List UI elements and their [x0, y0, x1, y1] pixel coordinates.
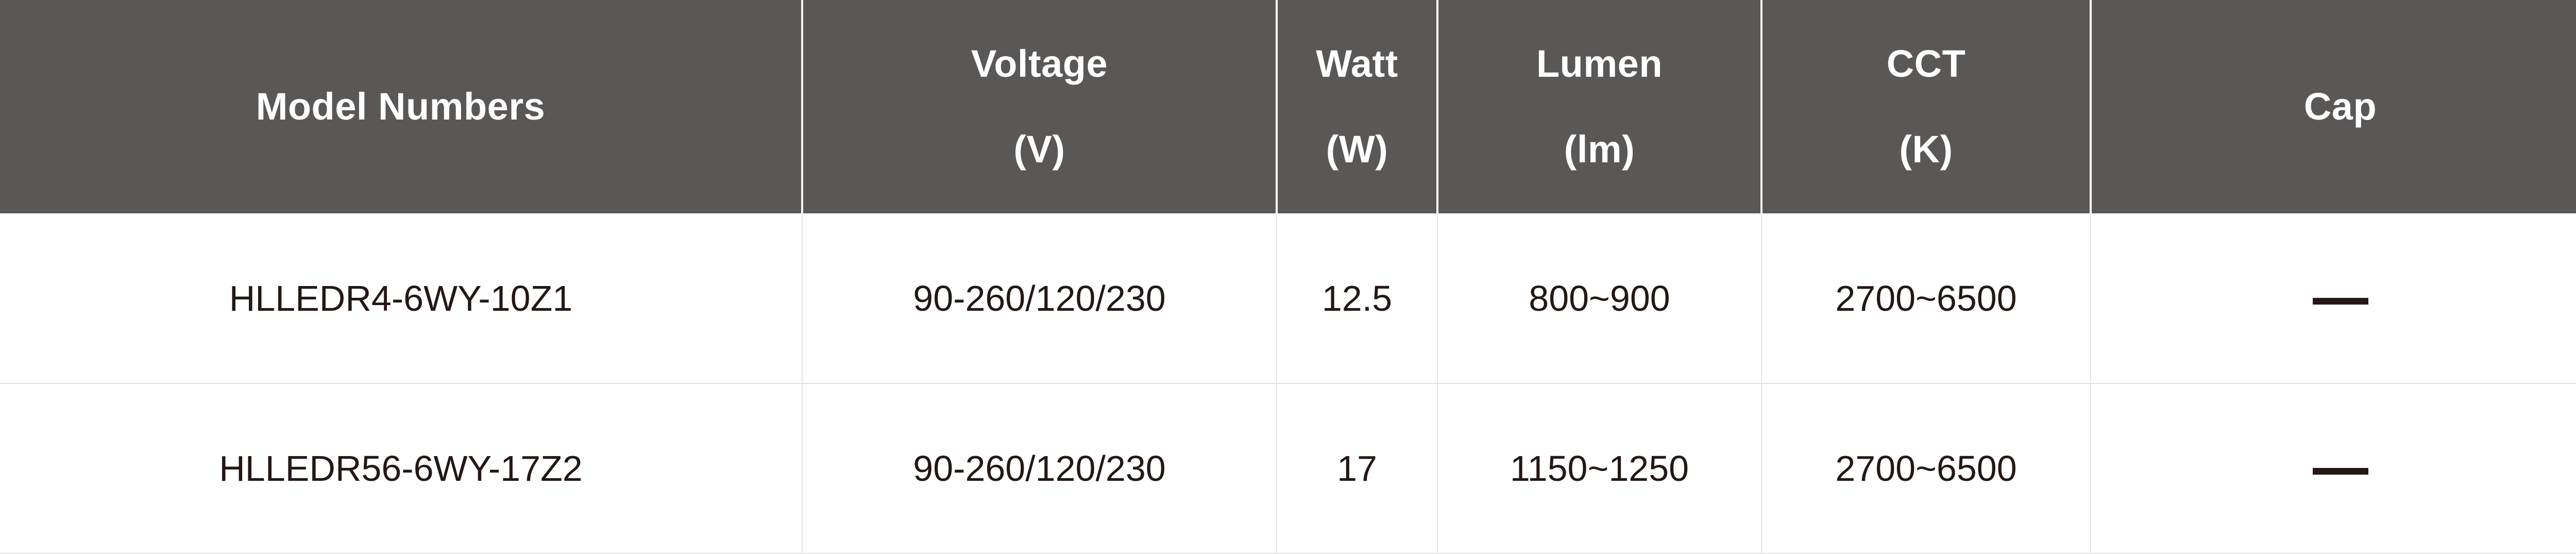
cell-lumen: 1150~1250: [1437, 383, 1762, 554]
column-header-cct: CCT (K): [1761, 0, 2092, 214]
cell-cct: 2700~6500: [1761, 213, 2091, 384]
em-dash-icon: [2312, 297, 2368, 305]
column-header-voltage-unit: (V): [1013, 127, 1065, 171]
column-header-cct-unit: (K): [1899, 127, 1953, 171]
cell-model-number: HLLEDR56-6WY-17Z2: [0, 383, 803, 554]
column-header-voltage: Voltage (V): [802, 0, 1278, 214]
column-header-cct-label: CCT: [1886, 42, 1966, 85]
column-header-model-numbers: Model Numbers: [0, 0, 803, 214]
column-header-cap: Cap: [2091, 0, 2576, 214]
cell-voltage: 90-260/120/230: [802, 383, 1277, 554]
table-row: HLLEDR56-6WY-17Z2 90-260/120/230 17 1150…: [0, 383, 2576, 554]
cell-lumen: 800~900: [1437, 213, 1762, 384]
column-header-lumen-unit: (lm): [1564, 127, 1635, 171]
column-header-model-numbers-label: Model Numbers: [256, 85, 546, 128]
table-row: HLLEDR4-6WY-10Z1 90-260/120/230 12.5 800…: [0, 213, 2576, 384]
column-header-cap-label: Cap: [2303, 85, 2377, 128]
column-header-lumen-label: Lumen: [1536, 42, 1663, 85]
table-body: HLLEDR4-6WY-10Z1 90-260/120/230 12.5 800…: [0, 213, 2576, 554]
cell-cap: [2091, 383, 2576, 554]
cell-cap: [2091, 213, 2576, 384]
cell-model-number: HLLEDR4-6WY-10Z1: [0, 213, 803, 384]
cell-watt: 12.5: [1277, 213, 1438, 384]
column-header-watt-unit: (W): [1326, 127, 1388, 171]
cell-cct: 2700~6500: [1761, 383, 2091, 554]
em-dash-icon: [2312, 468, 2368, 475]
cell-watt: 17: [1277, 383, 1438, 554]
table-header: Model Numbers Voltage (V) Watt (W) Lumen…: [0, 0, 2576, 214]
table-header-row: Model Numbers Voltage (V) Watt (W) Lumen…: [0, 0, 2576, 214]
column-header-watt-label: Watt: [1316, 42, 1398, 85]
column-header-voltage-label: Voltage: [971, 42, 1108, 85]
column-header-watt: Watt (W): [1277, 0, 1438, 214]
column-header-lumen: Lumen (lm): [1437, 0, 1762, 214]
cell-voltage: 90-260/120/230: [802, 213, 1277, 384]
